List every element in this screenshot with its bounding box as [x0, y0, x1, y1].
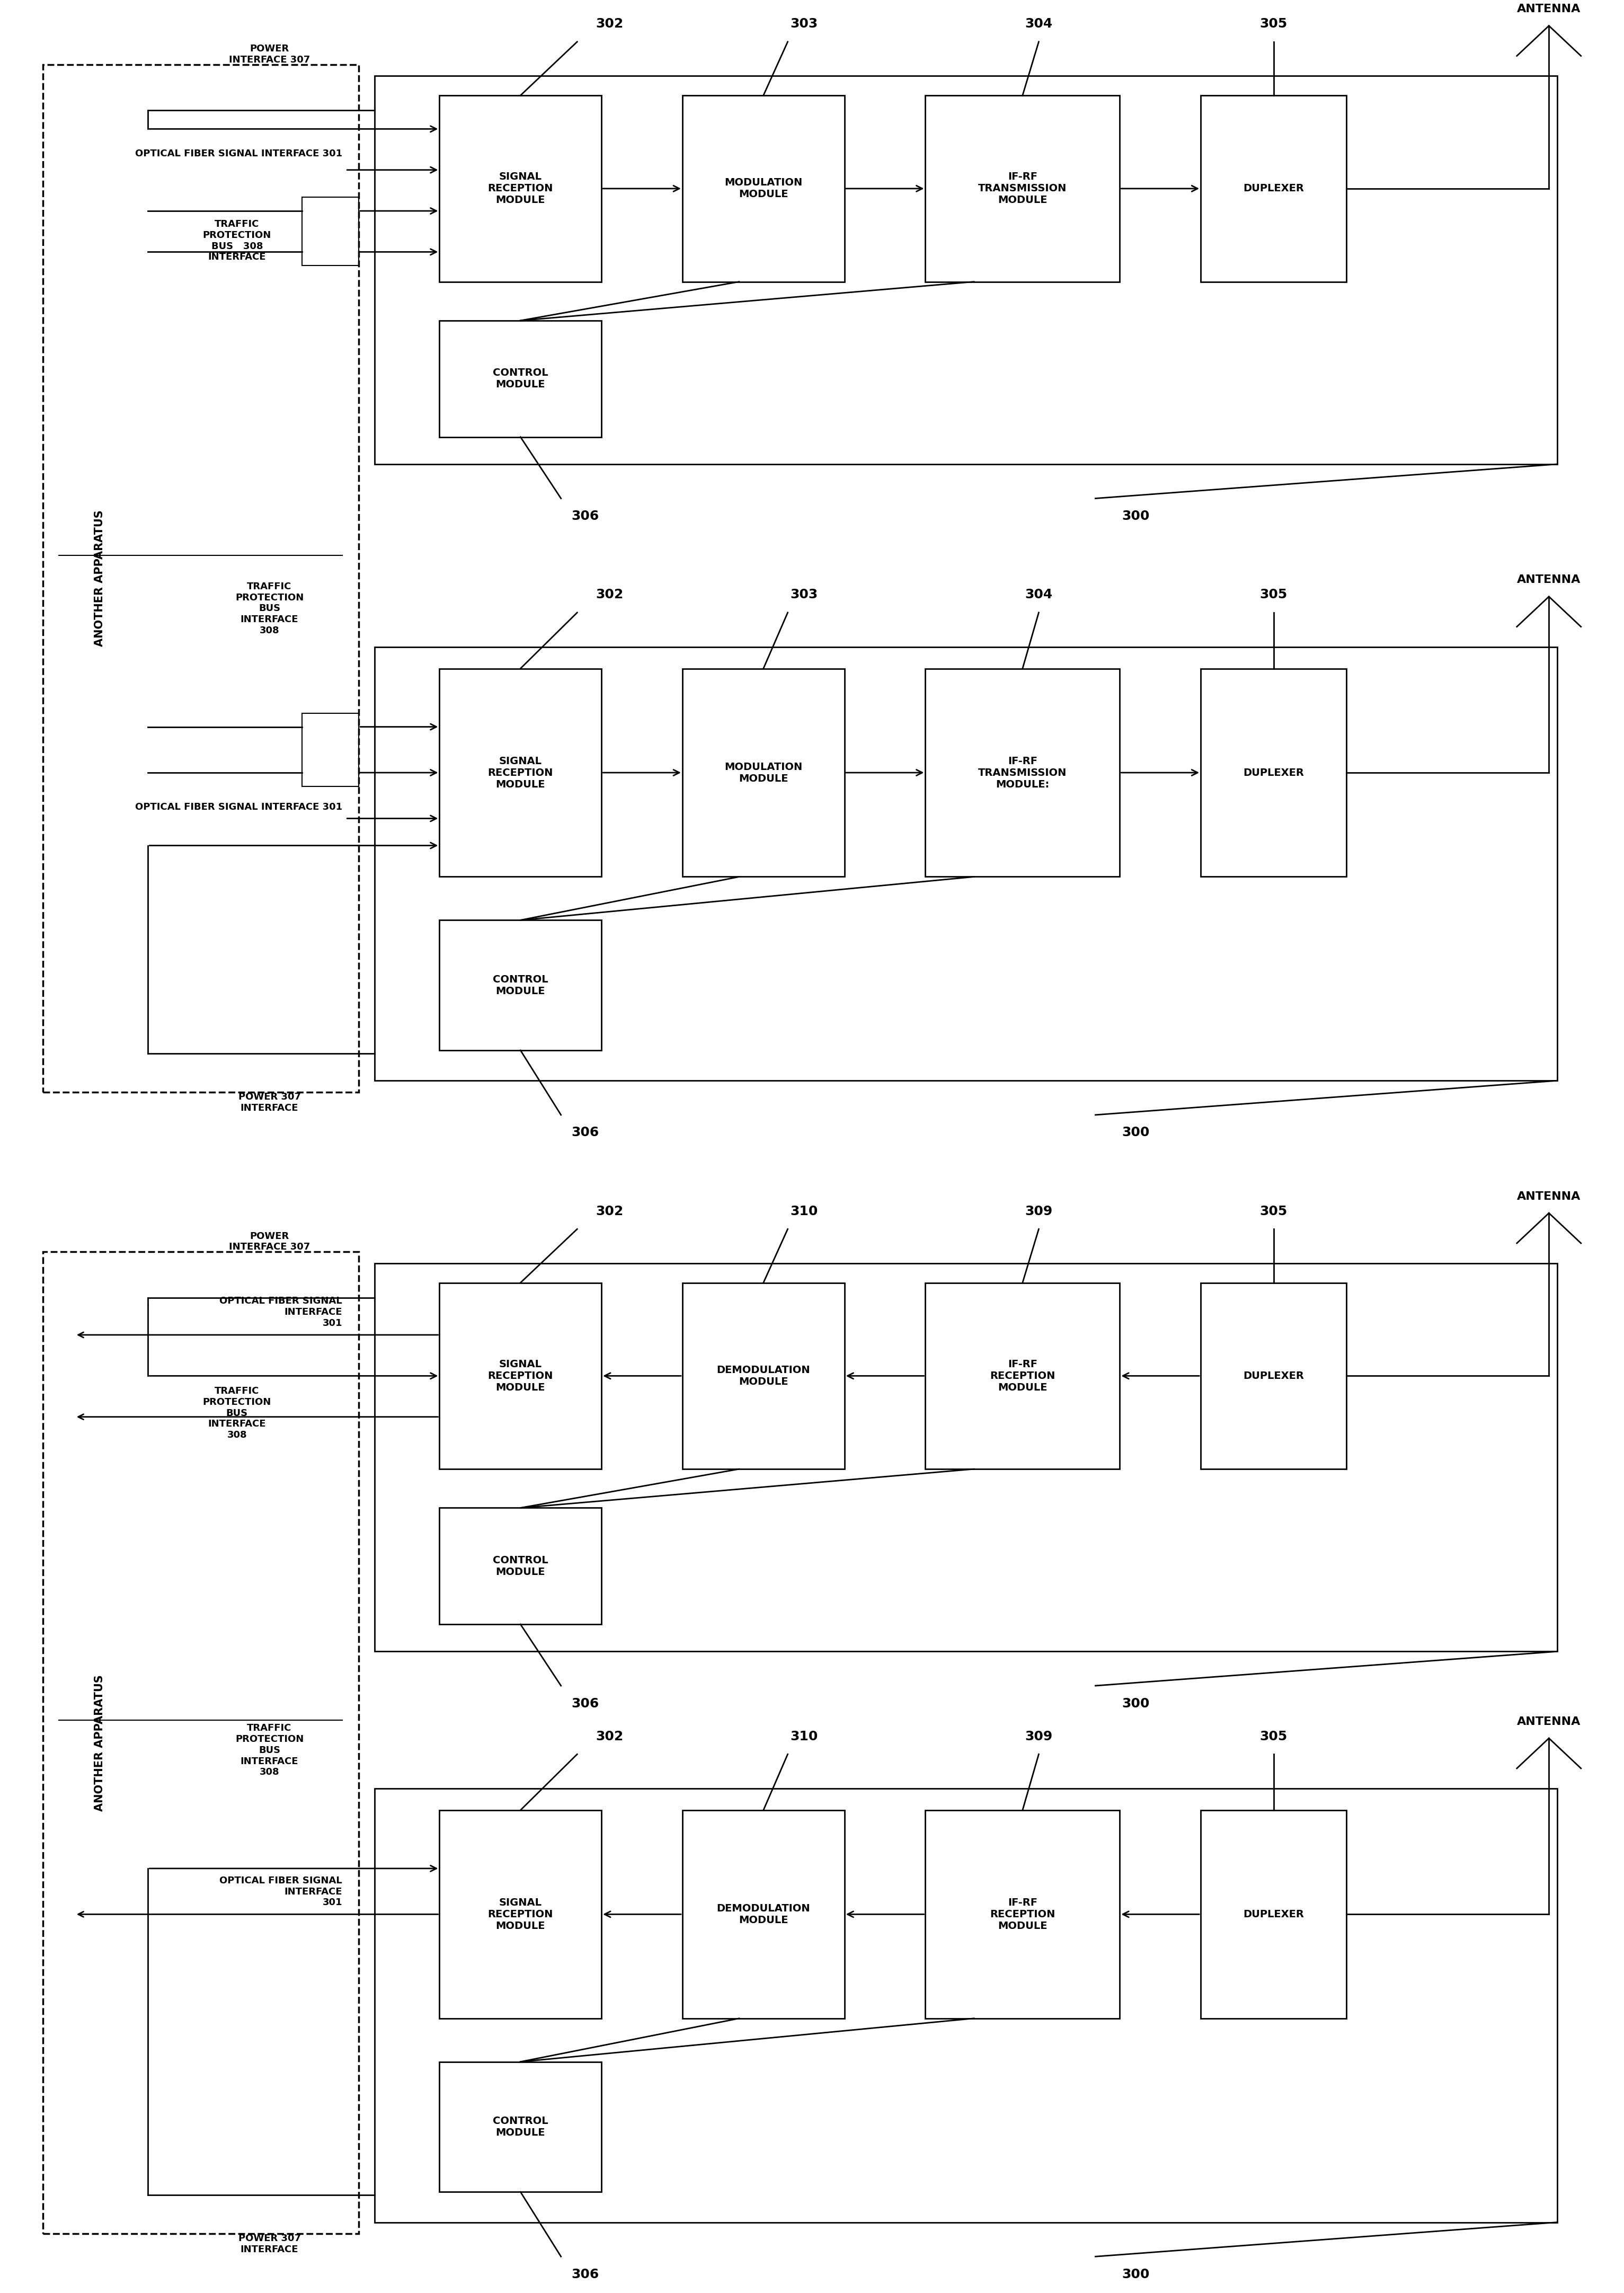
Text: ANTENNA: ANTENNA — [1517, 1190, 1580, 1202]
Text: OPTICAL FIBER SIGNAL INTERFACE 301: OPTICAL FIBER SIGNAL INTERFACE 301 — [135, 149, 343, 158]
Text: 300: 300 — [1122, 1126, 1150, 1140]
Text: OPTICAL FIBER SIGNAL
INTERFACE
301: OPTICAL FIBER SIGNAL INTERFACE 301 — [219, 1296, 343, 1328]
Text: POWER 307
INTERFACE: POWER 307 INTERFACE — [239, 2233, 300, 2254]
Text: IF-RF
RECEPTION
MODULE: IF-RF RECEPTION MODULE — [991, 1360, 1056, 1392]
Bar — [1200, 1809, 1346, 2018]
Text: TRAFFIC
PROTECTION
BUS
INTERFACE
308: TRAFFIC PROTECTION BUS INTERFACE 308 — [235, 582, 304, 635]
Text: 302: 302 — [596, 18, 624, 30]
Bar — [375, 1789, 1557, 2222]
Text: 300: 300 — [1122, 2268, 1150, 2282]
Text: CONTROL
MODULE: CONTROL MODULE — [492, 975, 549, 995]
Text: SIGNAL
RECEPTION
MODULE: SIGNAL RECEPTION MODULE — [487, 1899, 554, 1931]
Text: 306: 306 — [572, 1697, 599, 1711]
Text: ANTENNA: ANTENNA — [1517, 576, 1580, 585]
Text: POWER
INTERFACE 307: POWER INTERFACE 307 — [229, 44, 310, 64]
Text: 303: 303 — [789, 589, 818, 601]
Text: SIGNAL
RECEPTION
MODULE: SIGNAL RECEPTION MODULE — [487, 1360, 554, 1392]
Bar — [440, 1282, 601, 1470]
Text: 302: 302 — [596, 589, 624, 601]
Text: SIGNAL
RECEPTION
MODULE: SIGNAL RECEPTION MODULE — [487, 172, 554, 206]
Text: 302: 302 — [596, 1731, 624, 1743]
Text: ANOTHER APPARATUS: ANOTHER APPARATUS — [94, 509, 104, 647]
Text: ANOTHER APPARATUS: ANOTHER APPARATUS — [94, 1674, 104, 1811]
Bar — [42, 64, 359, 1091]
Text: 309: 309 — [1025, 1204, 1052, 1218]
Bar — [440, 321, 601, 438]
Bar — [440, 96, 601, 282]
Text: OPTICAL FIBER SIGNAL INTERFACE 301: OPTICAL FIBER SIGNAL INTERFACE 301 — [135, 803, 343, 812]
Bar — [375, 647, 1557, 1080]
Text: CONTROL
MODULE: CONTROL MODULE — [492, 1555, 549, 1578]
Text: TRAFFIC
PROTECTION
BUS
INTERFACE
308: TRAFFIC PROTECTION BUS INTERFACE 308 — [235, 1724, 304, 1777]
Bar — [926, 1809, 1119, 2018]
Text: 300: 300 — [1122, 509, 1150, 523]
Text: 304: 304 — [1025, 18, 1052, 30]
Bar — [1200, 96, 1346, 282]
Bar — [926, 670, 1119, 876]
Text: 306: 306 — [572, 2268, 599, 2282]
Text: IF-RF
TRANSMISSION
MODULE:: IF-RF TRANSMISSION MODULE: — [978, 757, 1067, 789]
Bar — [440, 919, 601, 1050]
Text: 306: 306 — [572, 509, 599, 523]
Text: 304: 304 — [1025, 589, 1052, 601]
Text: DEMODULATION
MODULE: DEMODULATION MODULE — [716, 1903, 810, 1926]
Bar — [1200, 1282, 1346, 1470]
Text: 300: 300 — [1122, 1697, 1150, 1711]
Bar — [440, 2061, 601, 2192]
Bar — [375, 1263, 1557, 1651]
Bar — [440, 1809, 601, 2018]
Text: IF-RF
RECEPTION
MODULE: IF-RF RECEPTION MODULE — [991, 1899, 1056, 1931]
Text: 302: 302 — [596, 1204, 624, 1218]
Bar — [440, 670, 601, 876]
Bar — [42, 1252, 359, 2233]
Bar — [926, 1282, 1119, 1470]
Bar — [1200, 670, 1346, 876]
Text: DUPLEXER: DUPLEXER — [1242, 768, 1304, 777]
Text: ANTENNA: ANTENNA — [1517, 1715, 1580, 1727]
Text: SIGNAL
RECEPTION
MODULE: SIGNAL RECEPTION MODULE — [487, 757, 554, 789]
Text: IF-RF
TRANSMISSION
MODULE: IF-RF TRANSMISSION MODULE — [978, 172, 1067, 206]
Text: CONTROL
MODULE: CONTROL MODULE — [492, 367, 549, 390]
Bar — [682, 1809, 844, 2018]
Text: DUPLEXER: DUPLEXER — [1242, 1910, 1304, 1919]
Text: 305: 305 — [1260, 1204, 1288, 1218]
Text: 305: 305 — [1260, 1731, 1288, 1743]
Bar — [375, 76, 1557, 463]
Bar — [682, 96, 844, 282]
Text: MODULATION
MODULE: MODULATION MODULE — [724, 761, 802, 784]
Bar — [440, 1509, 601, 1623]
Text: 310: 310 — [789, 1731, 818, 1743]
Text: POWER 307
INTERFACE: POWER 307 INTERFACE — [239, 1091, 300, 1112]
Text: 309: 309 — [1025, 1731, 1052, 1743]
Text: 305: 305 — [1260, 589, 1288, 601]
Text: TRAFFIC
PROTECTION
BUS   308
INTERFACE: TRAFFIC PROTECTION BUS 308 INTERFACE — [203, 220, 271, 261]
Bar — [682, 670, 844, 876]
Text: MODULATION
MODULE: MODULATION MODULE — [724, 179, 802, 199]
Bar — [926, 96, 1119, 282]
Text: 310: 310 — [789, 1204, 818, 1218]
Bar — [302, 713, 359, 786]
Text: DUPLEXER: DUPLEXER — [1242, 183, 1304, 193]
Bar — [302, 197, 359, 266]
Text: TRAFFIC
PROTECTION
BUS
INTERFACE
308: TRAFFIC PROTECTION BUS INTERFACE 308 — [203, 1387, 271, 1440]
Bar — [682, 1282, 844, 1470]
Text: CONTROL
MODULE: CONTROL MODULE — [492, 2116, 549, 2137]
Text: OPTICAL FIBER SIGNAL
INTERFACE
301: OPTICAL FIBER SIGNAL INTERFACE 301 — [219, 1876, 343, 1908]
Text: ANTENNA: ANTENNA — [1517, 5, 1580, 14]
Text: 303: 303 — [789, 18, 818, 30]
Text: POWER
INTERFACE 307: POWER INTERFACE 307 — [229, 1231, 310, 1252]
Text: DEMODULATION
MODULE: DEMODULATION MODULE — [716, 1364, 810, 1387]
Text: 305: 305 — [1260, 18, 1288, 30]
Text: 306: 306 — [572, 1126, 599, 1140]
Text: DUPLEXER: DUPLEXER — [1242, 1371, 1304, 1380]
